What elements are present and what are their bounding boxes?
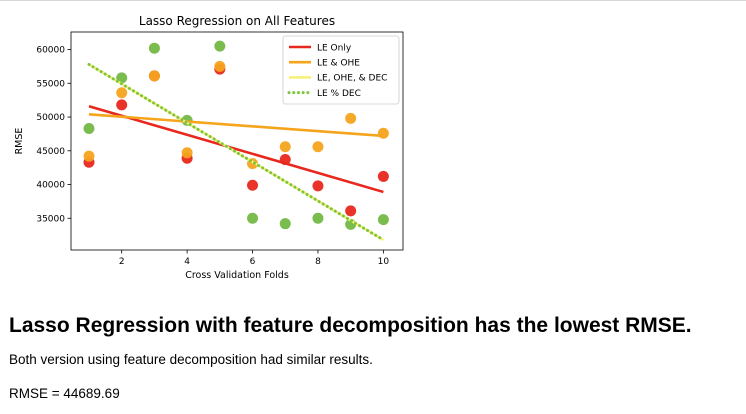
scatter-point: [83, 150, 95, 162]
headline: Lasso Regression with feature decomposit…: [9, 314, 692, 337]
y-tick-label: 40000: [36, 181, 65, 191]
y-tick-label: 50000: [36, 113, 65, 123]
rmse-value: RMSE = 44689.69: [9, 386, 120, 401]
x-tick-label: 10: [378, 257, 390, 267]
y-tick-label: 45000: [36, 147, 65, 157]
trend-line: [87, 62, 385, 242]
trend-line: [88, 113, 384, 138]
cell-divider: [0, 0, 746, 1]
scatter-point: [83, 123, 95, 135]
scatter-point: [148, 70, 160, 82]
scatter-point: [116, 99, 128, 111]
legend-label: LE % DEC: [317, 89, 361, 99]
y-tick-label: 55000: [36, 79, 65, 89]
description-text: Both version using feature decomposition…: [9, 352, 373, 367]
scatter-point: [377, 214, 389, 226]
x-tick-label: 4: [184, 257, 190, 267]
y-tick-label: 60000: [36, 46, 65, 56]
legend-label: LE Only: [317, 43, 352, 53]
trend-line: [88, 104, 384, 194]
scatter-point: [377, 170, 389, 182]
scatter-point: [247, 179, 259, 191]
plot-frame: [70, 31, 404, 251]
scatter-point: [148, 42, 160, 54]
scatter-point: [279, 218, 291, 230]
chart-svg: Lasso Regression on All Features 2 4 6 8 10 35…: [14, 14, 404, 281]
x-tick-label: 2: [119, 257, 125, 267]
scatter-point: [279, 141, 291, 153]
y-tick-label: 35000: [36, 214, 65, 224]
scatter-point: [377, 127, 389, 139]
scatter-point: [312, 180, 324, 192]
scatter-point: [345, 112, 357, 124]
scatter-point: [312, 212, 324, 224]
scatter-point: [116, 87, 128, 99]
x-axis-label: Cross Validation Folds: [185, 270, 289, 281]
scatter-point: [247, 212, 259, 224]
scatter-point: [116, 72, 128, 84]
scatter-point: [312, 141, 324, 153]
scatter-point: [214, 60, 226, 72]
x-tick-label: 8: [315, 257, 321, 267]
legend-label: LE & OHE: [317, 59, 360, 69]
x-tick-label: 6: [250, 257, 256, 267]
legend-label: LE, OHE, & DEC: [317, 74, 387, 84]
scatter-point: [181, 147, 193, 159]
chart-figure: Lasso Regression on All Features 2 4 6 8 10 35…: [0, 6, 420, 296]
y-axis-label: RMSE: [14, 128, 25, 155]
legend-box: [282, 35, 400, 105]
chart-title: Lasso Regression on All Features: [139, 14, 335, 28]
scatter-point: [214, 40, 226, 52]
scatter-point: [345, 205, 357, 217]
